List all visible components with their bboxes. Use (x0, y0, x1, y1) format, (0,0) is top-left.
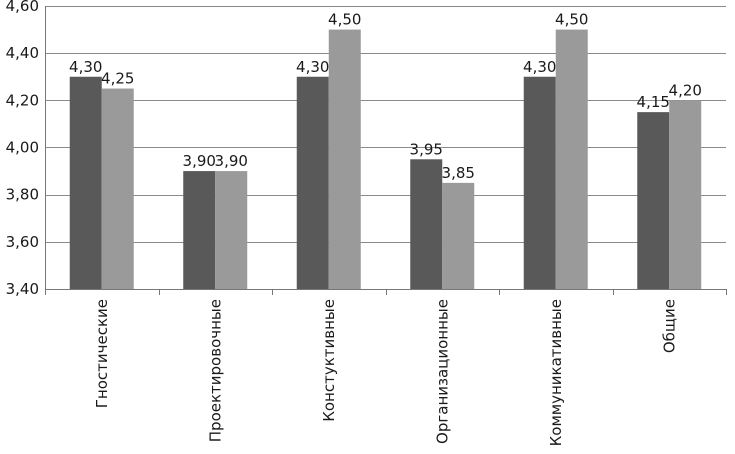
bar (556, 30, 588, 289)
bar (183, 171, 215, 289)
y-tick-label: 3,80 (6, 186, 39, 204)
bar (102, 89, 134, 289)
data-label: 3,90 (215, 152, 248, 170)
axes (45, 6, 727, 295)
category-labels: Гностические Проектировочные Констуктивные… (93, 299, 679, 446)
bar (669, 100, 701, 289)
category-label: Гностические (93, 299, 111, 408)
data-label: 4,30 (296, 58, 329, 76)
bar (442, 183, 474, 289)
data-labels: 4,304,253,903,904,304,503,953,854,304,50… (69, 11, 702, 182)
category-label: Организационные (433, 299, 451, 444)
gridlines (45, 7, 726, 243)
category-label: Общие (660, 299, 678, 353)
data-label: 4,20 (669, 81, 702, 99)
y-tick-label: 3,60 (6, 233, 39, 251)
y-tick-label: 4,40 (6, 44, 39, 62)
bar (297, 77, 329, 289)
bar (524, 77, 556, 289)
y-tick-label: 4,60 (6, 0, 39, 15)
data-label: 4,25 (101, 70, 134, 88)
bar (410, 159, 442, 289)
data-label: 3,90 (183, 152, 216, 170)
category-label: Коммуникативные (547, 299, 565, 446)
bar (70, 77, 102, 289)
data-label: 4,15 (637, 93, 670, 111)
category-label: Констуктивные (320, 299, 338, 422)
data-label: 4,50 (555, 11, 588, 29)
data-label: 4,30 (523, 58, 556, 76)
bar (329, 30, 361, 289)
y-tick-labels: 3,40 3,60 3,80 4,00 4,20 4,40 4,60 (6, 0, 39, 298)
data-label: 4,50 (328, 11, 361, 29)
y-tick-label: 4,00 (6, 139, 39, 157)
bar (637, 112, 669, 289)
category-label: Проектировочные (206, 299, 224, 442)
y-tick-label: 4,20 (6, 91, 39, 109)
data-label: 3,95 (410, 140, 443, 158)
y-tick-label: 3,40 (6, 280, 39, 298)
bars (70, 30, 702, 289)
data-label: 3,85 (442, 164, 475, 182)
bar (215, 171, 247, 289)
data-label: 4,30 (69, 58, 102, 76)
